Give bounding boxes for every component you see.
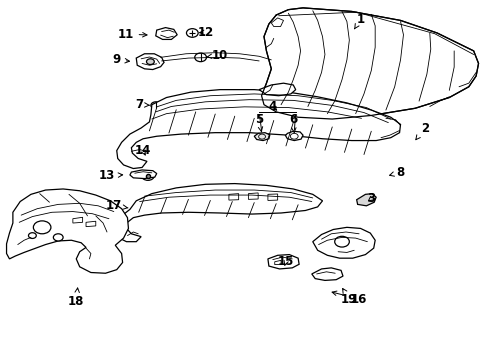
Polygon shape xyxy=(86,221,96,226)
Text: 11: 11 xyxy=(117,28,147,41)
Polygon shape xyxy=(6,189,128,273)
Circle shape xyxy=(186,29,198,37)
Polygon shape xyxy=(312,227,374,258)
Text: 14: 14 xyxy=(135,144,151,157)
Text: 1: 1 xyxy=(354,13,364,29)
Text: 9: 9 xyxy=(112,53,129,66)
Text: 5: 5 xyxy=(254,113,263,132)
Circle shape xyxy=(151,102,160,109)
Circle shape xyxy=(33,221,51,234)
Text: 16: 16 xyxy=(331,291,366,306)
Polygon shape xyxy=(261,8,478,119)
Text: 12: 12 xyxy=(197,26,213,39)
Polygon shape xyxy=(136,54,163,69)
Polygon shape xyxy=(248,193,258,199)
Text: 10: 10 xyxy=(206,49,228,62)
Polygon shape xyxy=(285,131,303,140)
Circle shape xyxy=(53,234,63,241)
Polygon shape xyxy=(267,255,299,269)
Polygon shape xyxy=(254,133,269,140)
Polygon shape xyxy=(228,194,238,200)
Polygon shape xyxy=(356,194,375,206)
Polygon shape xyxy=(156,28,177,40)
Circle shape xyxy=(334,236,348,247)
Circle shape xyxy=(142,171,154,180)
Text: 2: 2 xyxy=(415,122,428,140)
Text: 7: 7 xyxy=(135,98,149,111)
Polygon shape xyxy=(114,184,322,242)
Circle shape xyxy=(194,53,206,62)
Polygon shape xyxy=(259,83,295,96)
Circle shape xyxy=(28,233,36,238)
Circle shape xyxy=(146,59,154,64)
Text: 4: 4 xyxy=(268,100,276,113)
Text: 18: 18 xyxy=(68,288,84,308)
Text: 15: 15 xyxy=(277,255,294,268)
Polygon shape xyxy=(117,90,400,168)
Text: 8: 8 xyxy=(389,166,404,179)
Text: 19: 19 xyxy=(341,288,357,306)
Polygon shape xyxy=(271,18,283,27)
Polygon shape xyxy=(274,260,281,265)
Polygon shape xyxy=(73,217,82,223)
Polygon shape xyxy=(267,194,277,201)
Polygon shape xyxy=(311,268,342,280)
Text: 3: 3 xyxy=(366,192,375,205)
Text: 17: 17 xyxy=(106,199,128,212)
Text: 13: 13 xyxy=(99,169,122,182)
Text: 6: 6 xyxy=(288,113,297,132)
Polygon shape xyxy=(130,170,157,179)
